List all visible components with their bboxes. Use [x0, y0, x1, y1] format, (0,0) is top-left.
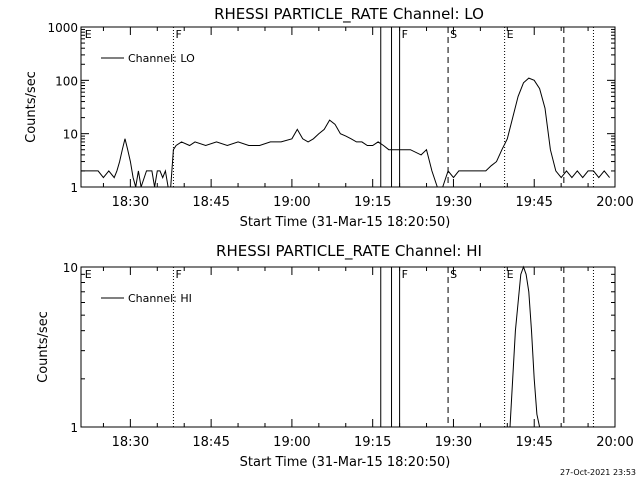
x-tick-label: 20:00 [596, 195, 633, 210]
xlabel-hi: Start Time (31-Mar-15 18:20:50) [240, 455, 451, 470]
event-marker-label: E [85, 268, 92, 281]
event-marker-label: S [450, 268, 457, 281]
title-hi: RHESSI PARTICLE_RATE Channel: HI [216, 242, 482, 261]
series-line [509, 265, 541, 428]
y-tick-label: 1000 [47, 21, 78, 35]
y-tick-label: 10 [63, 128, 78, 142]
ylabel-hi: Counts/sec [36, 311, 51, 383]
y-tick-label: 100 [55, 74, 78, 88]
x-tick-label: 19:00 [273, 435, 310, 450]
marks-lo: 1 10 100 1000 18:30 18:45 19:00 19:15 19:30 19:45… [47, 21, 633, 210]
event-marker-label: F [402, 268, 408, 281]
x-tick-label: 19:15 [354, 195, 391, 210]
x-tick-label: 18:45 [192, 435, 229, 450]
legend-hi: Channel: HI [101, 292, 192, 305]
panel-hi: RHESSI PARTICLE_RATE Channel: HI Counts/… [36, 242, 634, 470]
x-tick-label: 18:30 [112, 435, 149, 450]
x-tick-label: 18:30 [112, 195, 149, 210]
panel-lo: RHESSI PARTICLE_RATE Channel: LO Counts/… [24, 5, 634, 230]
x-tick-label: 19:30 [435, 195, 472, 210]
event-marker-label: E [507, 268, 514, 281]
title-lo: RHESSI PARTICLE_RATE Channel: LO [214, 5, 484, 24]
x-tick-label: 19:45 [515, 195, 552, 210]
legend-label-hi: Channel: HI [128, 292, 192, 305]
series-line [81, 77, 610, 188]
xlabel-lo: Start Time (31-Mar-15 18:20:50) [240, 215, 451, 230]
x-tick-label: 19:15 [354, 435, 391, 450]
event-marker-label: F [175, 28, 181, 41]
y-tick-label: 10 [63, 261, 78, 275]
plot-frame-hi [80, 266, 616, 428]
y-tick-label: 1 [70, 181, 78, 195]
x-tick-label: 18:45 [192, 195, 229, 210]
event-marker-label: S [450, 28, 457, 41]
legend-label-lo: Channel: LO [128, 52, 195, 65]
event-marker-label: F [175, 268, 181, 281]
x-tick-label: 19:00 [273, 195, 310, 210]
footer-timestamp: 27-Oct-2021 23:53 [560, 468, 636, 477]
event-marker-label: E [507, 28, 514, 41]
x-tick-label: 20:00 [596, 435, 633, 450]
legend-lo: Channel: LO [101, 52, 195, 65]
event-marker-label: F [402, 28, 408, 41]
x-tick-label: 19:30 [435, 435, 472, 450]
plot-frame-lo [80, 26, 616, 188]
marks-hi: 1 10 18:30 18:45 19:00 19:15 19:30 19:45 20:00 E F… [63, 261, 634, 450]
x-tick-label: 19:45 [515, 435, 552, 450]
y-tick-label: 1 [70, 421, 78, 435]
ylabel-lo: Counts/sec [24, 71, 39, 143]
event-marker-label: E [85, 28, 92, 41]
